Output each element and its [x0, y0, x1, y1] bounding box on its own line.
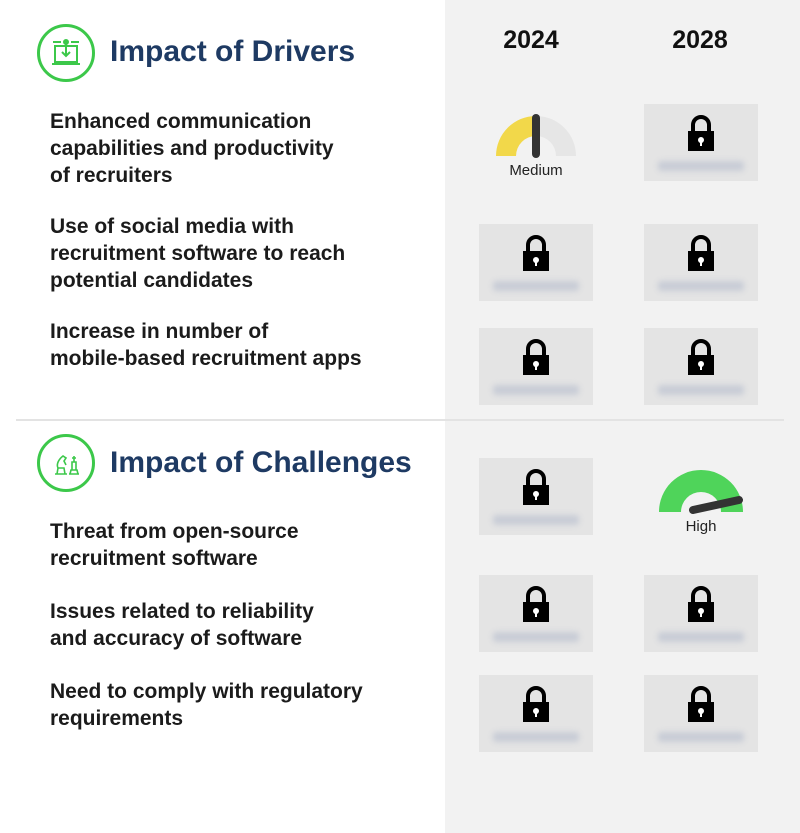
laptop-download-icon: [37, 24, 95, 82]
locked-cell[interactable]: [644, 328, 758, 405]
lock-icon: [684, 234, 718, 279]
locked-cell[interactable]: [644, 224, 758, 301]
driver-item-2: Use of social media with recruitment sof…: [50, 215, 346, 292]
locked-cell[interactable]: [644, 104, 758, 181]
challenge-item-1: Threat from open-source recruitment soft…: [50, 520, 299, 570]
lock-icon: [684, 338, 718, 383]
high-gauge: High: [644, 462, 758, 547]
locked-cell[interactable]: [479, 675, 593, 752]
lock-icon: [684, 114, 718, 159]
lock-icon: [519, 338, 553, 383]
challenges-title: Impact of Challenges: [110, 446, 412, 479]
lock-icon: [519, 234, 553, 279]
lock-icon: [684, 585, 718, 630]
locked-cell[interactable]: [644, 675, 758, 752]
year-2024-header: 2024: [503, 26, 559, 54]
challenge-item-2: Issues related to reliability and accura…: [50, 600, 314, 650]
challenge-item-3: Need to comply with regulatory requireme…: [50, 680, 363, 730]
locked-cell[interactable]: [479, 328, 593, 405]
locked-cell[interactable]: [479, 458, 593, 535]
medium-gauge: Medium: [479, 108, 593, 193]
locked-cell[interactable]: [644, 575, 758, 652]
gauge-label: High: [685, 518, 717, 535]
drivers-title: Impact of Drivers: [110, 35, 356, 68]
locked-cell[interactable]: [479, 224, 593, 301]
lock-icon: [684, 685, 718, 730]
driver-item-1: Enhanced communication capabilities and …: [50, 110, 334, 187]
locked-cell[interactable]: [479, 575, 593, 652]
lock-icon: [519, 468, 553, 513]
lock-icon: [519, 585, 553, 630]
section-divider: [16, 419, 784, 421]
chess-pieces-icon: [37, 434, 95, 492]
driver-item-3: Increase in number of mobile-based recru…: [50, 320, 362, 370]
gauge-label: Medium: [509, 162, 563, 179]
lock-icon: [519, 685, 553, 730]
year-2028-header: 2028: [672, 26, 728, 54]
